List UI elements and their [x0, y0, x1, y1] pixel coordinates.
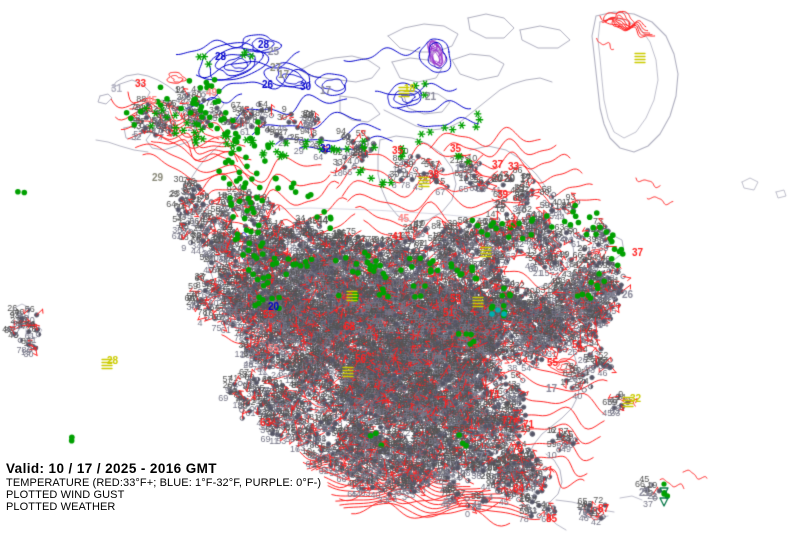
map-legend: Valid: 10 / 17 / 2025 - 2016 GMT TEMPERA…: [6, 462, 426, 513]
legend-temperature-line: TEMPERATURE (RED:33°F+; BLUE: 1°F-32°F, …: [6, 476, 322, 489]
valid-time-title: Valid: 10 / 17 / 2025 - 2016 GMT: [6, 461, 217, 476]
legend-weather-line: PLOTTED WEATHER: [6, 500, 116, 513]
legend-wind-gust-line: PLOTTED WIND GUST: [6, 488, 125, 501]
